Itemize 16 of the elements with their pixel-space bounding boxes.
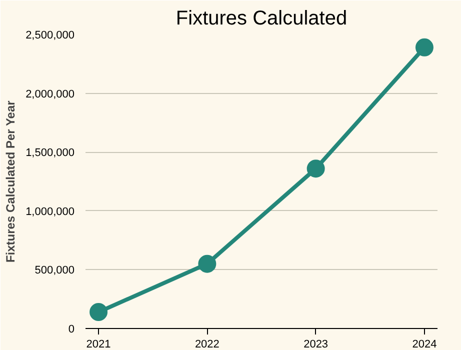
x-tick-label: 2021 xyxy=(86,338,111,350)
y-tick-label: 0 xyxy=(68,324,75,336)
y-tick-label: 2,000,000 xyxy=(26,88,74,100)
x-tick-label: 2022 xyxy=(194,338,220,350)
y-tick-label: 1,000,000 xyxy=(26,206,74,218)
point xyxy=(415,38,434,56)
point xyxy=(306,160,325,178)
y-tick-label: 1,500,000 xyxy=(26,147,74,160)
y-tick-label: 2,500,000 xyxy=(26,30,74,42)
x-tick-label: 2024 xyxy=(412,338,437,350)
x-tick-label: 2023 xyxy=(304,338,328,350)
y-axis-title: Fixtures Calculated Per Year xyxy=(4,100,18,263)
point xyxy=(198,254,216,273)
chart-title: Fixtures Calculated xyxy=(176,8,348,30)
point xyxy=(90,303,108,322)
y-tick-label: 500,000 xyxy=(34,264,75,277)
